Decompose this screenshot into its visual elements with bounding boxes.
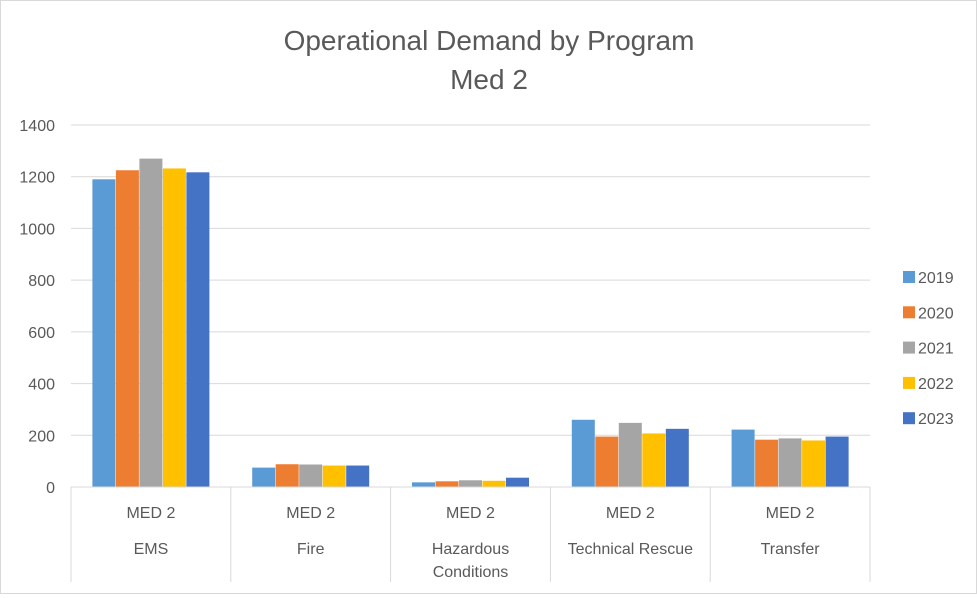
bar-2023-hazardous-conditions — [506, 477, 529, 487]
bar-2021-hazardous-conditions — [459, 480, 482, 487]
legend-label-2023: 2023 — [918, 411, 954, 428]
bar-2022-fire — [322, 465, 346, 487]
bar-2023-fire — [346, 465, 370, 487]
bar-2022-transfer — [802, 440, 826, 487]
legend-swatch-2021 — [903, 341, 915, 354]
bar-2021-technical-rescue — [618, 422, 642, 487]
y-tick-label: 600 — [28, 325, 55, 342]
bar-2019-ems — [92, 179, 116, 488]
x-group-label: MED 2 — [446, 505, 495, 522]
bar-2022-technical-rescue — [642, 433, 666, 487]
y-tick-label: 400 — [28, 377, 55, 394]
legend: 2019 2020 2021 2022 2023 — [903, 270, 954, 428]
legend-swatch-2020 — [903, 306, 915, 319]
x-group-label: MED 2 — [606, 505, 655, 522]
bar-2019-fire — [252, 467, 276, 487]
bar-2023-technical-rescue — [665, 428, 689, 487]
bar-2019-technical-rescue — [571, 419, 595, 487]
x-category-label: EMS — [134, 541, 169, 558]
y-tick-label: 1200 — [19, 170, 55, 187]
y-tick-label: 0 — [46, 480, 55, 497]
x-group-label: MED 2 — [766, 505, 815, 522]
bar-2020-technical-rescue — [595, 436, 619, 487]
bar-2019-hazardous-conditions — [412, 482, 435, 487]
x-group-label: MED 2 — [126, 505, 175, 522]
bar-2023-transfer — [825, 436, 849, 487]
legend-label-2022: 2022 — [918, 376, 954, 393]
legend-swatch-2022 — [903, 376, 915, 389]
bar-2021-transfer — [778, 438, 802, 487]
chart-subtitle: Med 2 — [450, 64, 528, 95]
bar-2020-hazardous-conditions — [435, 481, 459, 487]
bar-2022-ems — [162, 168, 186, 487]
y-tick-label: 800 — [28, 273, 55, 290]
x-category-label: Conditions — [433, 564, 509, 581]
y-tick-label: 200 — [28, 428, 55, 445]
y-tick-label: 1400 — [19, 118, 55, 135]
bar-2021-fire — [299, 464, 323, 487]
legend-label-2020: 2020 — [918, 305, 954, 322]
bar-2020-transfer — [755, 439, 779, 487]
x-axis: MED 2 EMS MED 2 Fire MED 2 Hazardous Condition… — [70, 486, 871, 582]
legend-label-2019: 2019 — [918, 270, 954, 287]
x-category-label: Technical Rescue — [568, 541, 694, 558]
bar-2023-ems — [186, 172, 210, 487]
x-category-label: Fire — [297, 541, 325, 558]
bar-2022-hazardous-conditions — [482, 480, 506, 487]
bars — [92, 158, 849, 488]
bar-2019-transfer — [731, 429, 755, 487]
legend-label-2021: 2021 — [918, 341, 954, 358]
legend-swatch-2019 — [903, 271, 915, 283]
y-tick-label: 1000 — [19, 221, 55, 238]
y-axis: 0 200 400 600 800 1000 1200 1400 — [19, 118, 55, 497]
x-category-label: Transfer — [761, 541, 821, 558]
legend-swatch-2023 — [903, 412, 915, 425]
bar-2021-ems — [139, 158, 163, 487]
bar-2020-fire — [275, 464, 299, 487]
x-category-label: Hazardous — [432, 541, 509, 558]
chart-title: Operational Demand by Program — [284, 25, 695, 56]
x-group-label: MED 2 — [286, 505, 335, 522]
bar-2020-ems — [115, 170, 139, 487]
